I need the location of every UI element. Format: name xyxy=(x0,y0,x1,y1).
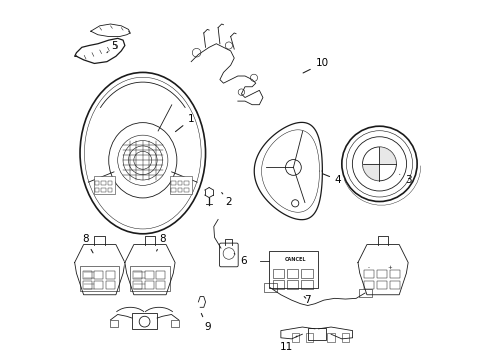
Bar xyxy=(287,269,298,278)
Bar xyxy=(133,282,142,289)
Bar xyxy=(133,271,142,279)
Wedge shape xyxy=(363,164,379,181)
Bar xyxy=(287,280,298,289)
Text: 8: 8 xyxy=(157,234,166,251)
Bar xyxy=(264,283,276,292)
Polygon shape xyxy=(74,244,125,295)
Text: +: + xyxy=(388,265,392,270)
Bar xyxy=(172,181,176,185)
Bar xyxy=(292,333,299,342)
Bar xyxy=(132,313,157,329)
Bar xyxy=(110,320,119,327)
Bar xyxy=(306,333,313,342)
Text: 2: 2 xyxy=(221,193,232,207)
FancyBboxPatch shape xyxy=(220,243,238,267)
Bar xyxy=(106,271,115,279)
Bar xyxy=(365,281,374,289)
Bar xyxy=(171,176,192,194)
Bar xyxy=(272,280,284,289)
Bar xyxy=(101,188,105,192)
Bar xyxy=(172,188,176,192)
Bar xyxy=(178,181,182,185)
Bar xyxy=(95,181,99,185)
Bar xyxy=(269,251,318,288)
Bar xyxy=(156,271,166,279)
Bar xyxy=(108,181,112,185)
Wedge shape xyxy=(379,147,396,164)
Bar xyxy=(156,282,166,289)
Bar xyxy=(184,188,189,192)
Bar xyxy=(327,333,335,342)
Bar xyxy=(178,188,182,192)
Bar xyxy=(95,271,103,279)
Circle shape xyxy=(292,200,299,207)
Bar xyxy=(377,270,388,278)
Text: CANCEL: CANCEL xyxy=(285,257,306,262)
Bar xyxy=(95,188,99,192)
Bar xyxy=(145,271,153,279)
Bar xyxy=(184,181,189,185)
Bar xyxy=(108,188,112,192)
Text: 3: 3 xyxy=(400,174,412,185)
Bar xyxy=(171,320,179,327)
Text: 8: 8 xyxy=(82,234,93,253)
Bar xyxy=(377,281,388,289)
Text: 11: 11 xyxy=(280,336,297,352)
Bar xyxy=(301,280,313,289)
Bar xyxy=(101,181,105,185)
Text: 10: 10 xyxy=(303,58,329,73)
Text: 9: 9 xyxy=(201,314,211,332)
Polygon shape xyxy=(125,244,175,295)
Text: 1: 1 xyxy=(175,114,195,132)
Bar xyxy=(272,269,284,278)
Bar xyxy=(390,270,400,278)
Bar xyxy=(94,176,115,194)
Bar xyxy=(95,282,103,289)
Text: 6: 6 xyxy=(234,253,246,266)
Bar xyxy=(301,269,313,278)
Circle shape xyxy=(342,126,417,202)
Text: -: - xyxy=(368,265,370,270)
Bar xyxy=(82,271,92,279)
Bar xyxy=(82,282,92,289)
Bar xyxy=(80,266,120,291)
Bar xyxy=(130,266,170,291)
Polygon shape xyxy=(358,244,408,295)
Bar xyxy=(308,328,326,340)
Bar xyxy=(390,281,400,289)
Text: 7: 7 xyxy=(304,295,311,305)
Ellipse shape xyxy=(109,123,177,198)
Bar xyxy=(342,333,349,342)
Text: 4: 4 xyxy=(323,174,342,185)
Bar xyxy=(359,289,371,297)
Bar xyxy=(365,270,374,278)
Bar xyxy=(106,282,115,289)
Text: 5: 5 xyxy=(107,41,118,53)
Bar xyxy=(145,282,153,289)
